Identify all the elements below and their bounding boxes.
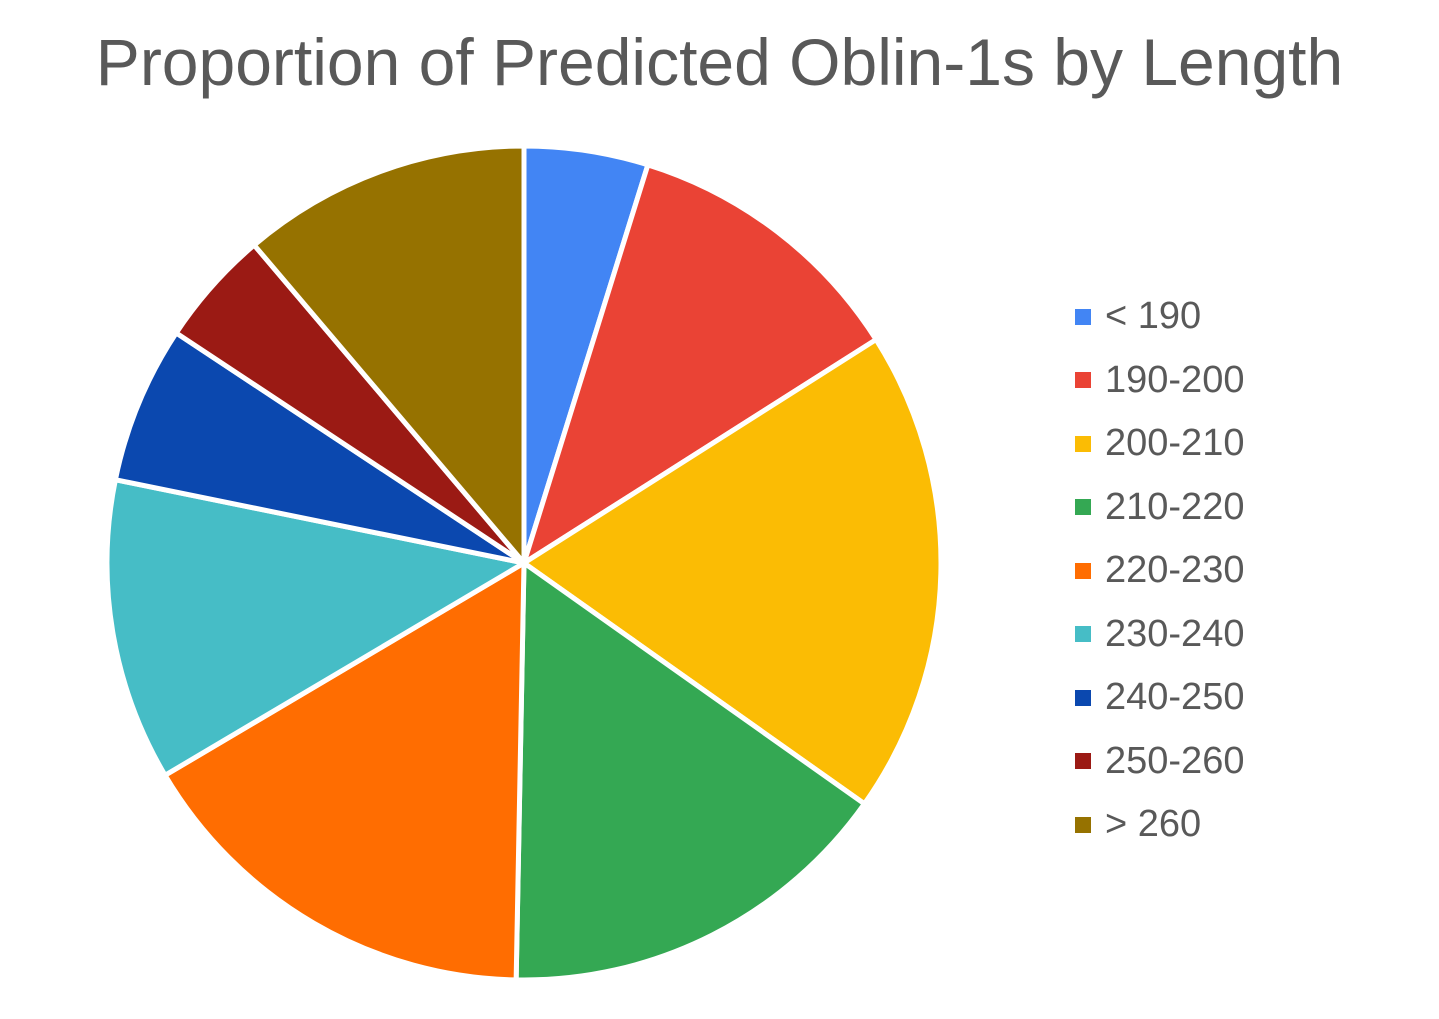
legend-swatch — [1075, 372, 1091, 389]
pie-slice-6 — [112, 330, 527, 566]
legend-swatch — [1075, 753, 1091, 770]
legend-swatch — [1075, 626, 1091, 643]
legend-swatch — [1075, 499, 1091, 516]
legend-swatch — [1075, 689, 1091, 706]
legend-label: 190-200 — [1105, 358, 1245, 401]
legend-swatch — [1075, 562, 1091, 579]
legend: < 190 190-200 200-210 210-220 220-230 230-240… — [1075, 285, 1244, 857]
legend-swatch — [1075, 308, 1091, 325]
legend-label: > 260 — [1105, 803, 1202, 846]
pie-slices — [104, 143, 944, 983]
chart-title: Proportion of Predicted Oblin-1s by Leng… — [95, 25, 1344, 99]
legend-label: 230-240 — [1105, 612, 1245, 655]
legend-item-6: 240-250 — [1075, 666, 1244, 730]
legend-label: 200-210 — [1105, 422, 1245, 465]
legend-label: < 190 — [1105, 295, 1202, 338]
legend-label: 250-260 — [1105, 739, 1245, 782]
legend-label: 220-230 — [1105, 549, 1245, 592]
pie-slice-5 — [104, 477, 527, 778]
legend-item-2: 200-210 — [1075, 412, 1244, 476]
legend-item-5: 230-240 — [1075, 603, 1244, 667]
legend-item-1: 190-200 — [1075, 349, 1244, 413]
pie-slice-1 — [521, 162, 879, 566]
legend-item-8: > 260 — [1075, 793, 1244, 857]
pie-slice-4 — [162, 560, 527, 983]
legend-item-4: 220-230 — [1075, 539, 1244, 603]
legend-item-0: < 190 — [1075, 285, 1244, 349]
legend-label: 240-250 — [1105, 676, 1245, 719]
legend-item-7: 250-260 — [1075, 730, 1244, 794]
legend-item-3: 210-220 — [1075, 476, 1244, 540]
legend-swatch — [1075, 435, 1091, 452]
legend-swatch — [1075, 816, 1091, 833]
legend-label: 210-220 — [1105, 485, 1245, 528]
pie-slice-8 — [251, 143, 527, 566]
pie-slice-3 — [513, 560, 867, 983]
pie-slice-2 — [521, 337, 944, 807]
